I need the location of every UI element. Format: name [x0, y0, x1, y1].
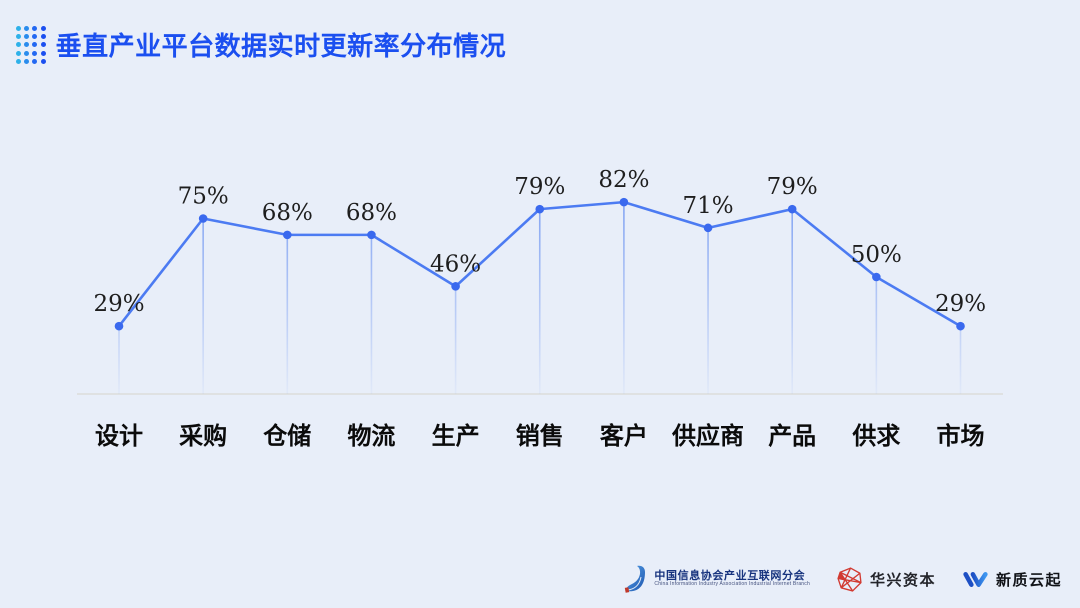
- category-label: 采购: [179, 423, 227, 450]
- data-point: [451, 282, 460, 291]
- data-point: [283, 230, 292, 240]
- category-label: 销售: [516, 422, 564, 450]
- data-point: [787, 204, 797, 214]
- value-label: 68%: [346, 200, 397, 226]
- huaxing-diamond-icon: [837, 566, 862, 592]
- category-label: 客户: [600, 422, 648, 450]
- data-point: [367, 230, 376, 240]
- value-label: 68%: [262, 200, 313, 226]
- value-label: 29%: [93, 291, 144, 317]
- value-label: 79%: [767, 174, 818, 200]
- huaxing-logo: 华兴资本: [836, 566, 936, 593]
- category-label: 生产: [432, 422, 480, 450]
- value-label: 79%: [514, 174, 565, 200]
- value-label: 46%: [430, 251, 481, 277]
- data-point: [703, 223, 713, 233]
- category-label: 市场: [937, 422, 985, 450]
- category-label: 产品: [768, 422, 816, 450]
- data-point: [114, 321, 124, 331]
- data-point: [956, 321, 965, 331]
- line-chart: 29% 75% 68% 68% 46% 79% 82% 71% 79% 50% 29% 设计 采购 仓储 物…: [77, 167, 1003, 450]
- value-label: 75%: [178, 184, 229, 210]
- dots-grid-icon: [16, 26, 46, 64]
- huaxing-label: 华兴资本: [869, 571, 936, 589]
- header: 垂直产业平台数据实时更新率分布情况: [16, 26, 506, 64]
- xinzhi-logo: 新质云起: [962, 569, 1062, 590]
- value-label: 82%: [598, 167, 649, 193]
- association-name-en: China Information Industry Association I…: [654, 581, 810, 588]
- category-label: 供求: [851, 423, 900, 450]
- data-point: [198, 214, 208, 223]
- value-label: 29%: [935, 291, 986, 317]
- page-title: 垂直产业平台数据实时更新率分布情况: [55, 31, 507, 62]
- footer-logos: 中国信息协会产业互联网分会 China Information Industry…: [623, 564, 1062, 594]
- category-label: 供应商: [671, 422, 744, 450]
- value-label: 71%: [682, 193, 733, 219]
- xinzhi-w-icon: [963, 571, 988, 587]
- category-label: 物流: [347, 423, 395, 450]
- association-name-cn: 中国信息协会产业互联网分会: [654, 569, 806, 583]
- data-point: [872, 272, 881, 282]
- association-logo: 中国信息协会产业互联网分会 China Information Industry…: [623, 564, 810, 594]
- xinzhi-label: 新质云起: [995, 571, 1062, 589]
- data-point: [535, 204, 545, 214]
- category-label: 仓储: [262, 422, 311, 450]
- association-emblem-icon: [625, 565, 646, 593]
- category-label: 设计: [95, 423, 143, 450]
- data-point: [619, 197, 629, 207]
- value-label: 50%: [851, 242, 902, 268]
- association-name: 中国信息协会产业互联网分会 China Information Industry…: [654, 570, 810, 588]
